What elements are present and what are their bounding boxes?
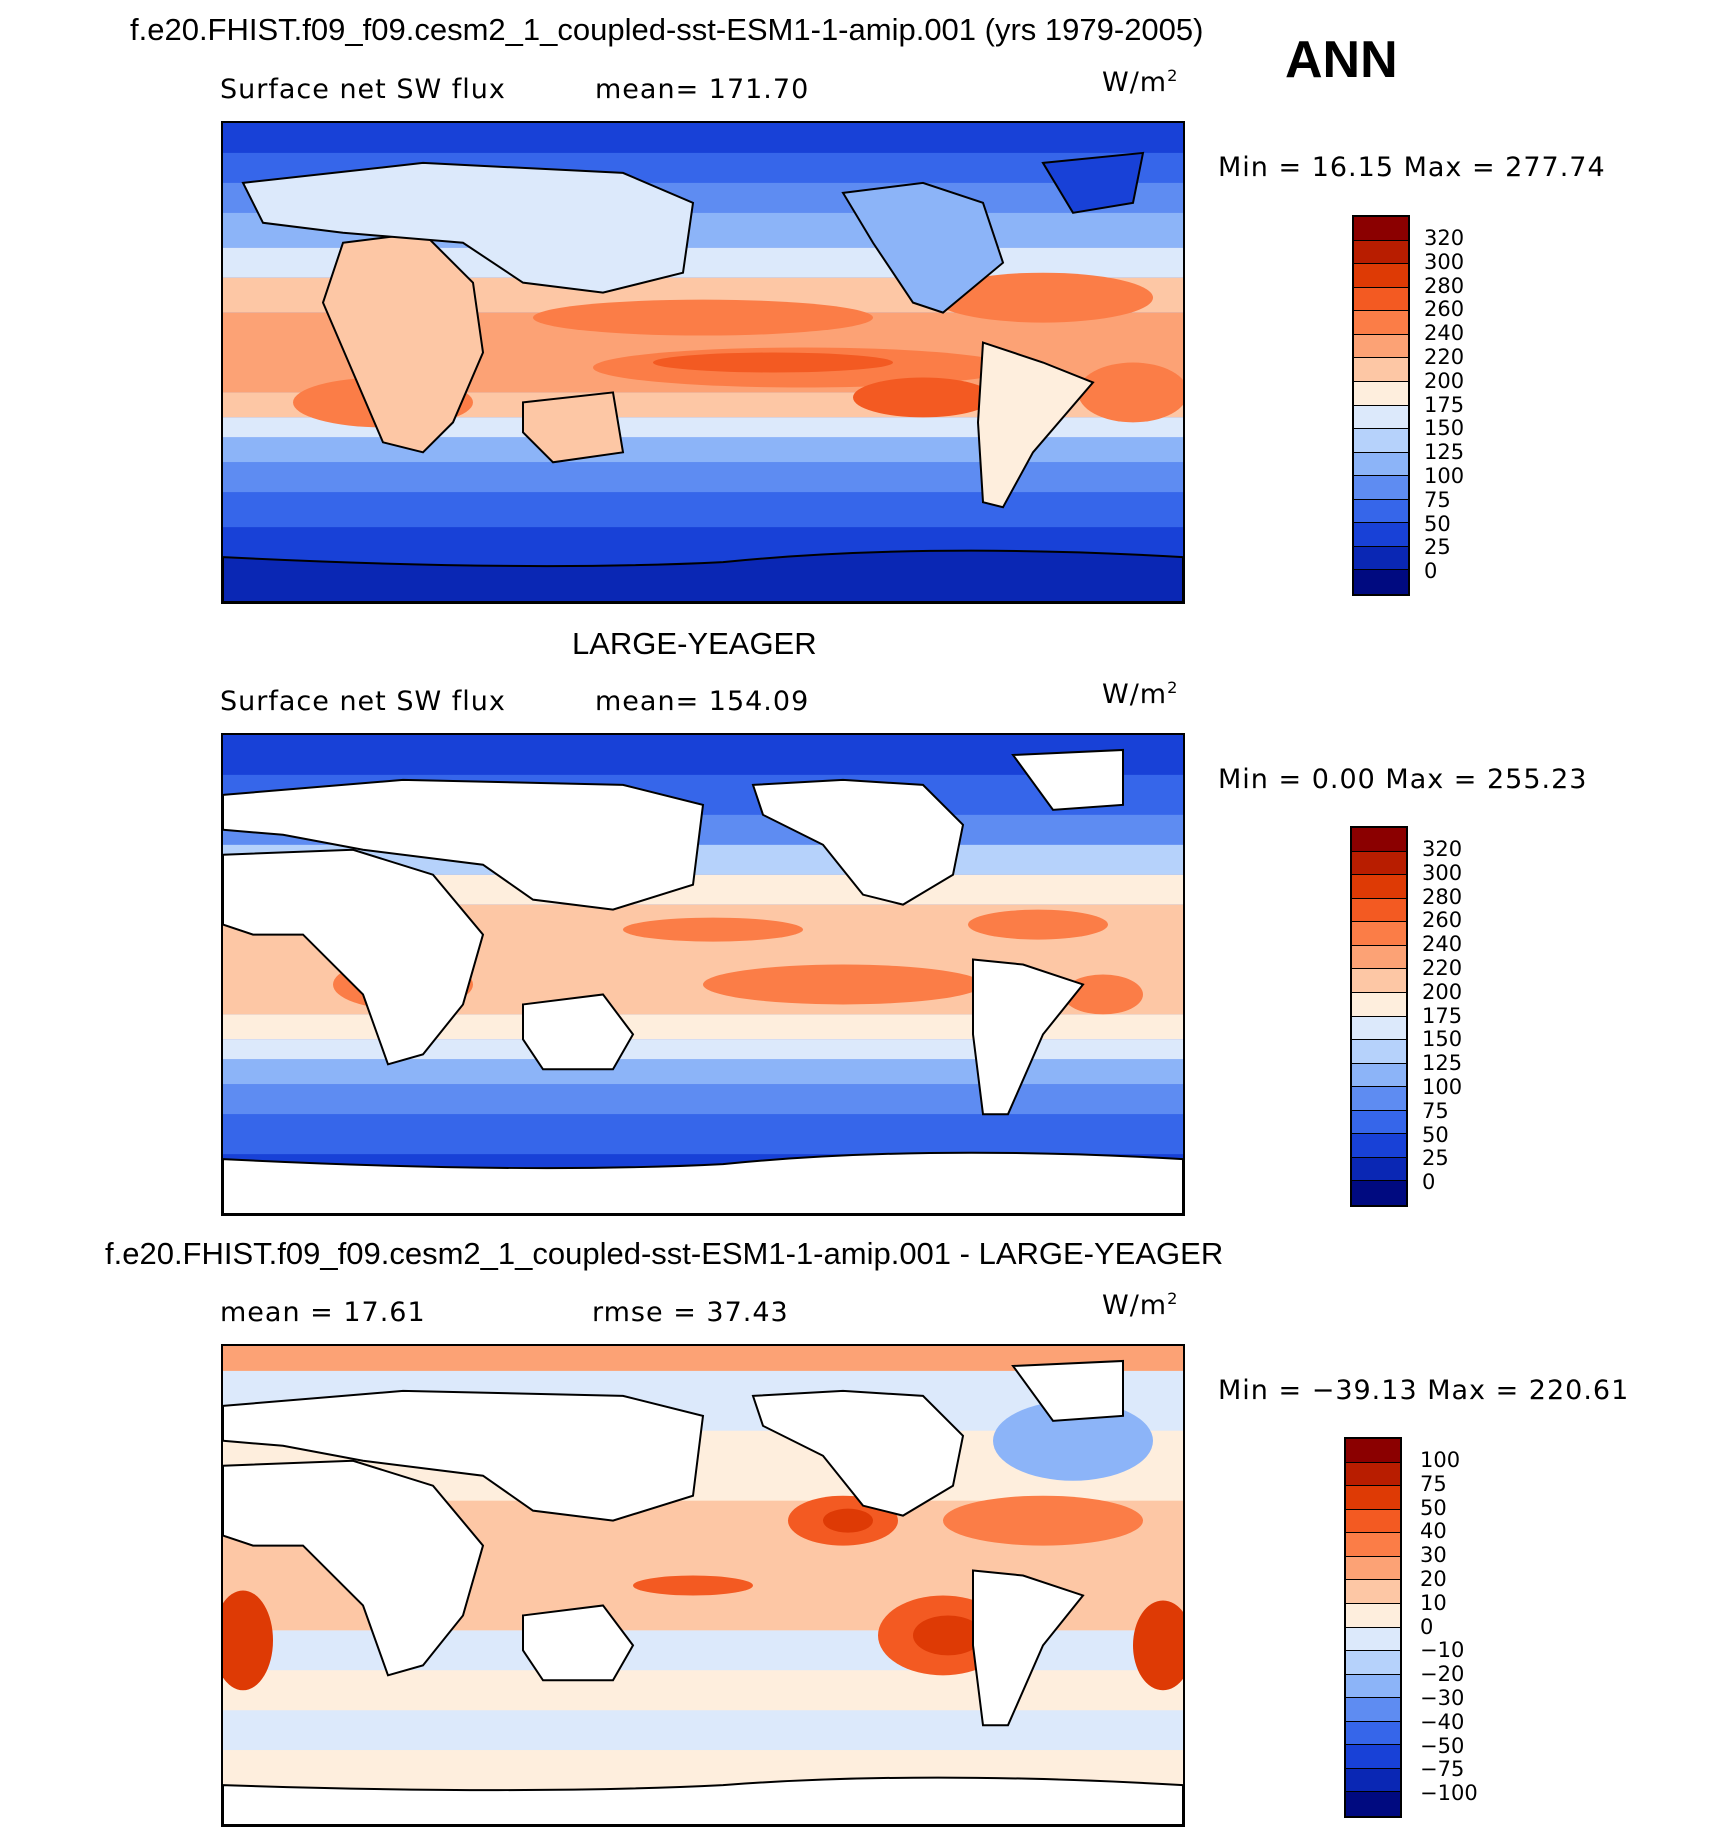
colorbar-tick: 125 xyxy=(1422,1051,1463,1075)
panel-left-label: mean = 17.61 xyxy=(220,1297,426,1328)
colorbar-tick: 0 xyxy=(1422,1170,1436,1194)
colorbar-tick: 50 xyxy=(1420,1496,1447,1520)
units-label: W/m2 xyxy=(1102,66,1179,98)
map-obs xyxy=(221,733,1185,1216)
panel-title: LARGE-YEAGER xyxy=(572,626,817,661)
colorbar-tick: 300 xyxy=(1424,250,1465,274)
colorbar-tick: 50 xyxy=(1422,1123,1449,1147)
map-diff xyxy=(221,1344,1185,1827)
units-label: W/m2 xyxy=(1102,1289,1179,1321)
colorbar-tick: 320 xyxy=(1424,226,1465,250)
units-label: W/m2 xyxy=(1102,678,1179,710)
colorbar-tick: 40 xyxy=(1420,1519,1447,1543)
panel-center-label: mean= 154.09 xyxy=(595,686,810,717)
panel-center-label: rmse = 37.43 xyxy=(592,1297,789,1328)
minmax-label: Min = −39.13 Max = 220.61 xyxy=(1218,1375,1630,1406)
panel-left-label: Surface net SW flux xyxy=(220,686,506,717)
colorbar-tick: 175 xyxy=(1424,393,1465,417)
colorbar-tick: 30 xyxy=(1420,1543,1447,1567)
colorbar-tick: 75 xyxy=(1424,488,1451,512)
panel-center-label: mean= 171.70 xyxy=(595,74,810,105)
colorbar-tick: 10 xyxy=(1420,1591,1447,1615)
colorbar-obs xyxy=(1350,826,1408,1207)
colorbar-tick: 175 xyxy=(1422,1004,1463,1028)
panel-left-label: Surface net SW flux xyxy=(220,74,506,105)
colorbar-tick: 300 xyxy=(1422,861,1463,885)
colorbar-tick: −10 xyxy=(1420,1638,1465,1662)
colorbar-tick: 125 xyxy=(1424,440,1465,464)
colorbar-tick: −30 xyxy=(1420,1686,1465,1710)
colorbar-tick: 220 xyxy=(1424,345,1465,369)
colorbar-diff xyxy=(1344,1437,1402,1818)
colorbar-tick: 260 xyxy=(1424,297,1465,321)
colorbar-tick: 220 xyxy=(1422,956,1463,980)
colorbar-tick: 50 xyxy=(1424,512,1451,536)
colorbar-tick: 25 xyxy=(1422,1146,1449,1170)
colorbar-tick: 150 xyxy=(1424,416,1465,440)
colorbar-tick: 260 xyxy=(1422,908,1463,932)
colorbar-tick: −50 xyxy=(1420,1734,1465,1758)
colorbar-tick: 75 xyxy=(1422,1099,1449,1123)
figure-title: f.e20.FHIST.f09_f09.cesm2_1_coupled-sst-… xyxy=(130,12,1204,47)
colorbar-tick: −40 xyxy=(1420,1710,1465,1734)
colorbar-tick: 280 xyxy=(1424,274,1465,298)
colorbar-tick: −20 xyxy=(1420,1662,1465,1686)
colorbar-tick: 75 xyxy=(1420,1472,1447,1496)
colorbar-tick: 100 xyxy=(1424,464,1465,488)
minmax-label: Min = 16.15 Max = 277.74 xyxy=(1218,152,1606,183)
colorbar-tick: 150 xyxy=(1422,1027,1463,1051)
season-label: ANN xyxy=(1285,31,1398,89)
map-diff-svg xyxy=(223,1346,1183,1825)
colorbar-tick: 200 xyxy=(1422,980,1463,1004)
colorbar-tick: 0 xyxy=(1424,559,1438,583)
colorbar-tick: −100 xyxy=(1420,1781,1478,1805)
colorbar-tick: 100 xyxy=(1420,1448,1461,1472)
colorbar-tick: −75 xyxy=(1420,1757,1465,1781)
colorbar-tick: 25 xyxy=(1424,535,1451,559)
colorbar-tick: 100 xyxy=(1422,1075,1463,1099)
minmax-label: Min = 0.00 Max = 255.23 xyxy=(1218,764,1588,795)
map-obs-svg xyxy=(223,735,1183,1214)
panel-title: f.e20.FHIST.f09_f09.cesm2_1_coupled-sst-… xyxy=(105,1236,1224,1271)
map-model xyxy=(221,121,1185,604)
colorbar-tick: 240 xyxy=(1424,321,1465,345)
colorbar-tick: 20 xyxy=(1420,1567,1447,1591)
colorbar-tick: 280 xyxy=(1422,885,1463,909)
colorbar-tick: 240 xyxy=(1422,932,1463,956)
map-model-svg xyxy=(223,123,1183,602)
colorbar-model xyxy=(1352,215,1410,596)
colorbar-tick: 320 xyxy=(1422,837,1463,861)
colorbar-tick: 200 xyxy=(1424,369,1465,393)
colorbar-tick: 0 xyxy=(1420,1615,1434,1639)
